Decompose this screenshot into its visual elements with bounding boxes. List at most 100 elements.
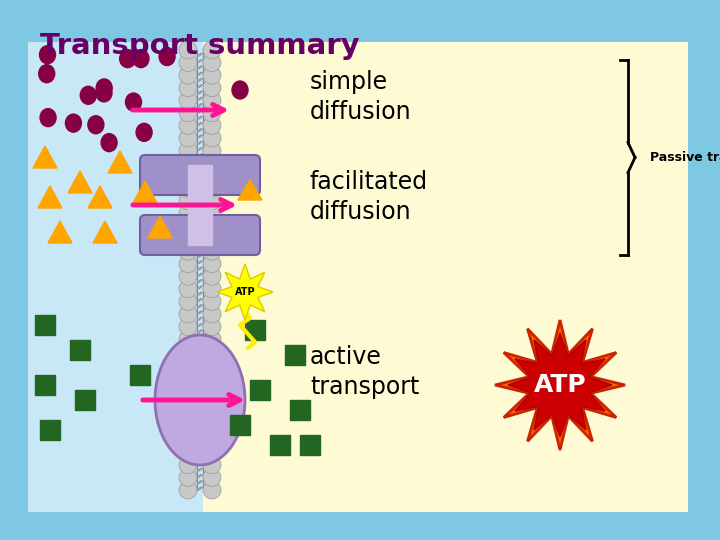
FancyBboxPatch shape	[28, 42, 203, 512]
Ellipse shape	[96, 79, 112, 97]
Ellipse shape	[232, 81, 248, 99]
Circle shape	[203, 141, 221, 160]
Circle shape	[203, 205, 221, 222]
Text: active
transport: active transport	[310, 345, 419, 399]
Circle shape	[179, 443, 197, 461]
Bar	[35, 315, 55, 335]
Circle shape	[179, 418, 197, 436]
Bar	[70, 340, 90, 360]
Circle shape	[179, 380, 197, 399]
Circle shape	[203, 255, 221, 273]
Circle shape	[203, 104, 221, 122]
Bar	[250, 380, 270, 400]
Polygon shape	[133, 181, 157, 203]
Circle shape	[179, 343, 197, 361]
Circle shape	[203, 293, 221, 310]
Circle shape	[203, 154, 221, 172]
Circle shape	[203, 242, 221, 260]
Circle shape	[179, 41, 197, 59]
Ellipse shape	[133, 50, 149, 68]
Polygon shape	[38, 186, 62, 208]
Bar	[35, 375, 55, 395]
Circle shape	[179, 242, 197, 260]
Circle shape	[203, 117, 221, 134]
Polygon shape	[33, 146, 57, 168]
Circle shape	[203, 456, 221, 474]
Circle shape	[203, 468, 221, 487]
Circle shape	[203, 179, 221, 197]
Circle shape	[179, 255, 197, 273]
FancyBboxPatch shape	[28, 42, 688, 512]
Polygon shape	[508, 333, 612, 437]
Ellipse shape	[39, 65, 55, 83]
FancyBboxPatch shape	[140, 155, 260, 195]
Circle shape	[179, 481, 197, 499]
Ellipse shape	[159, 48, 175, 65]
Circle shape	[203, 368, 221, 386]
Polygon shape	[48, 221, 72, 243]
Circle shape	[179, 406, 197, 423]
Bar	[270, 435, 290, 455]
Circle shape	[179, 104, 197, 122]
Ellipse shape	[81, 86, 96, 104]
Bar	[300, 435, 320, 455]
Circle shape	[179, 318, 197, 335]
FancyBboxPatch shape	[140, 215, 260, 255]
Polygon shape	[148, 216, 172, 238]
Circle shape	[179, 431, 197, 449]
Ellipse shape	[101, 133, 117, 152]
Circle shape	[203, 380, 221, 399]
Circle shape	[179, 330, 197, 348]
Text: ATP: ATP	[235, 287, 256, 297]
Circle shape	[203, 129, 221, 147]
Polygon shape	[108, 151, 132, 173]
Ellipse shape	[88, 116, 104, 134]
Circle shape	[179, 293, 197, 310]
Circle shape	[203, 343, 221, 361]
Circle shape	[203, 393, 221, 411]
Text: simple
diffusion: simple diffusion	[310, 70, 412, 124]
Bar	[290, 400, 310, 420]
Polygon shape	[68, 171, 92, 193]
Polygon shape	[88, 186, 112, 208]
Polygon shape	[93, 221, 117, 243]
Bar	[245, 320, 265, 340]
Circle shape	[179, 66, 197, 84]
Ellipse shape	[96, 84, 112, 102]
Circle shape	[179, 167, 197, 185]
Bar	[285, 345, 305, 365]
Circle shape	[179, 456, 197, 474]
Polygon shape	[495, 320, 625, 450]
Circle shape	[179, 141, 197, 160]
Text: ATP: ATP	[534, 373, 586, 397]
Text: Passive transport: Passive transport	[650, 151, 720, 164]
Circle shape	[179, 91, 197, 109]
Circle shape	[179, 305, 197, 323]
Circle shape	[203, 66, 221, 84]
Circle shape	[179, 117, 197, 134]
Circle shape	[203, 418, 221, 436]
Circle shape	[179, 468, 197, 487]
Bar	[188, 165, 212, 245]
Ellipse shape	[136, 123, 152, 141]
Circle shape	[179, 129, 197, 147]
Ellipse shape	[155, 335, 245, 465]
Circle shape	[179, 355, 197, 373]
Circle shape	[203, 355, 221, 373]
Text: facilitated
diffusion: facilitated diffusion	[310, 170, 428, 224]
Circle shape	[203, 230, 221, 247]
Circle shape	[179, 267, 197, 285]
Circle shape	[179, 368, 197, 386]
Bar	[130, 365, 150, 385]
Circle shape	[203, 79, 221, 97]
Circle shape	[203, 305, 221, 323]
Circle shape	[179, 179, 197, 197]
Circle shape	[203, 217, 221, 235]
Ellipse shape	[125, 93, 142, 111]
Ellipse shape	[40, 109, 56, 126]
Text: Transport summary: Transport summary	[40, 32, 359, 60]
Circle shape	[179, 230, 197, 247]
Circle shape	[203, 330, 221, 348]
Circle shape	[203, 41, 221, 59]
Circle shape	[203, 267, 221, 285]
